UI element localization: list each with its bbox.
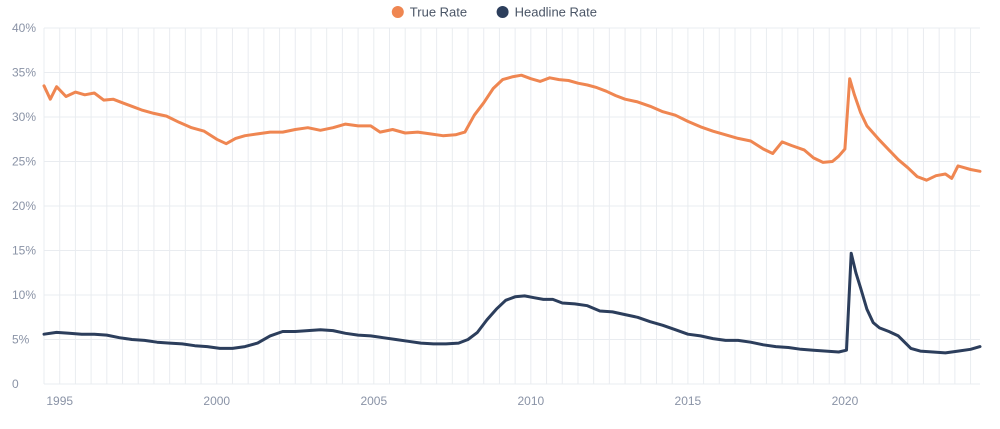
series-group bbox=[42, 73, 982, 355]
y-tick-label: 35% bbox=[12, 66, 36, 80]
legend: True Rate Headline Rate bbox=[391, 5, 597, 20]
legend-label: True Rate bbox=[410, 5, 467, 20]
legend-label: Headline Rate bbox=[515, 5, 597, 20]
x-tick-label: 2005 bbox=[360, 394, 387, 408]
legend-swatch bbox=[496, 6, 509, 18]
x-tick-label: 2010 bbox=[517, 394, 544, 408]
y-tick-label: 15% bbox=[12, 244, 36, 258]
y-tick-label: 25% bbox=[12, 155, 36, 169]
y-tick-label: 20% bbox=[12, 199, 36, 213]
y-tick-label: 40% bbox=[12, 21, 36, 35]
series-line-headline-rate bbox=[42, 251, 982, 355]
x-axis: 1995 2000 2005 2010 2015 2020 bbox=[46, 394, 858, 408]
x-tick-label: 1995 bbox=[46, 394, 73, 408]
x-tick-label: 2000 bbox=[203, 394, 230, 408]
y-tick-label: 5% bbox=[12, 333, 30, 347]
legend-swatch bbox=[391, 6, 404, 18]
x-tick-label: 2020 bbox=[832, 394, 859, 408]
y-tick-label: 0 bbox=[12, 377, 19, 391]
series-line-true-rate bbox=[42, 73, 982, 182]
y-tick-label: 30% bbox=[12, 110, 36, 124]
x-tick-label: 2015 bbox=[675, 394, 702, 408]
legend-item[interactable]: True Rate bbox=[391, 5, 467, 20]
legend-item[interactable]: Headline Rate bbox=[496, 5, 597, 20]
y-tick-label: 10% bbox=[12, 288, 36, 302]
y-axis: 0 5% 10% 15% 20% 25% 30% 35% 40% bbox=[12, 21, 36, 391]
grid bbox=[43, 27, 980, 385]
